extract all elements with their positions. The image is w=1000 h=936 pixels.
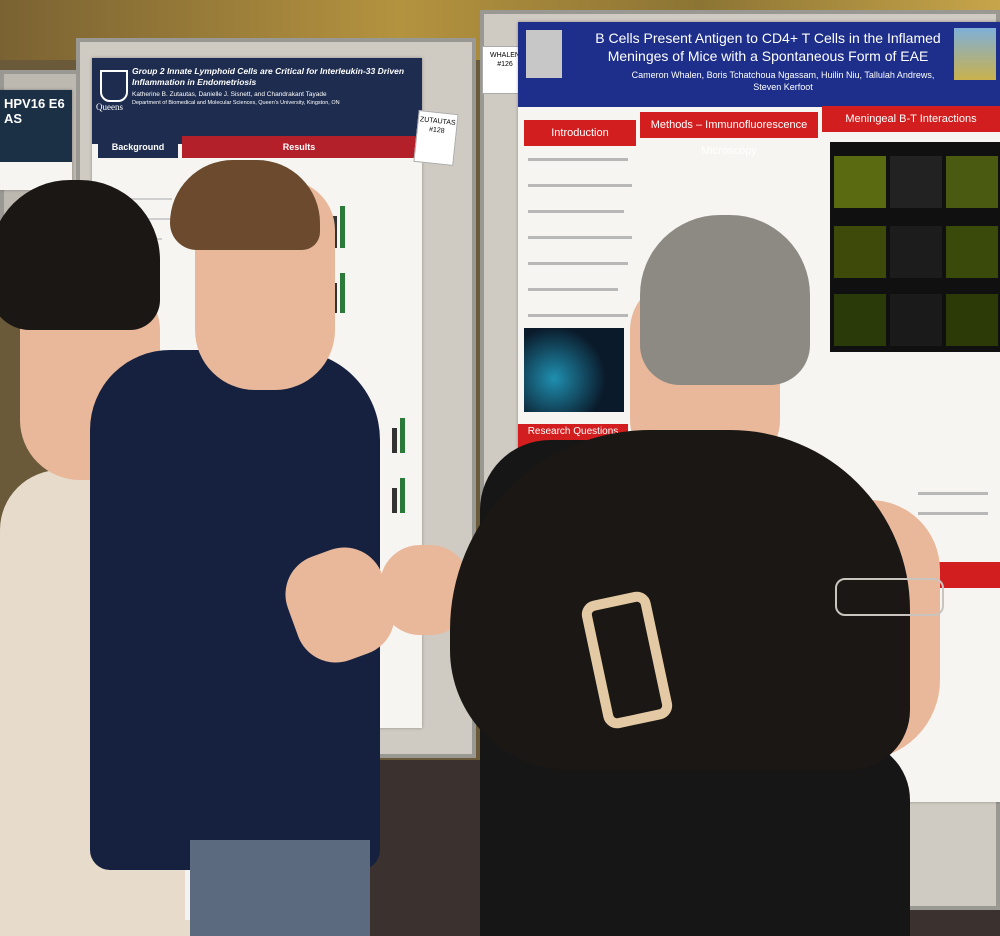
poster-left-title: Group 2 Innate Lymphoid Cells are Critic…: [132, 66, 405, 87]
poster-right-title: B Cells Present Antigen to CD4+ T Cells …: [595, 30, 941, 64]
board-tag-number: #126: [497, 61, 513, 69]
glasses-icon: [835, 578, 944, 616]
poster-right-meningeal-heading: Meningeal B-T Interactions: [822, 106, 1000, 132]
poster-right-corner-photo: [954, 28, 996, 80]
poster-far-left: HPV16 E6 AS: [0, 90, 72, 190]
poster-right-introduction-heading: Introduction: [524, 120, 636, 146]
fluorescence-image: [524, 328, 624, 412]
poster-left-background-heading: Background: [98, 136, 178, 158]
poster-left-results-heading: Results: [182, 136, 416, 158]
microscopy-grid: [830, 142, 1000, 352]
poster-left-header: Queens Group 2 Innate Lymphoid Cells are…: [92, 58, 422, 144]
poster-left-board-tag: ZUTAUTAS #128: [413, 110, 459, 166]
poster-right-authors: Cameron Whalen, Boris Tchatchoua Ngassam…: [631, 70, 935, 92]
queens-logo-text: Queens: [96, 102, 123, 112]
poster-right-header: B Cells Present Antigen to CD4+ T Cells …: [518, 22, 1000, 107]
poster-left-affiliation: Department of Biomedical and Molecular S…: [132, 100, 340, 107]
poster-far-left-title: HPV16 E6 AS: [0, 90, 72, 162]
poster-right-methods-heading: Methods – Immunofluorescence Microscopy: [640, 112, 818, 157]
queens-crest-icon: [100, 70, 128, 102]
presenter-photo: [526, 30, 562, 78]
poster-left-authors: Katherine B. Zutautas, Danielle J. Sisne…: [132, 91, 327, 99]
board-tag-name: WHALEN: [490, 52, 520, 59]
